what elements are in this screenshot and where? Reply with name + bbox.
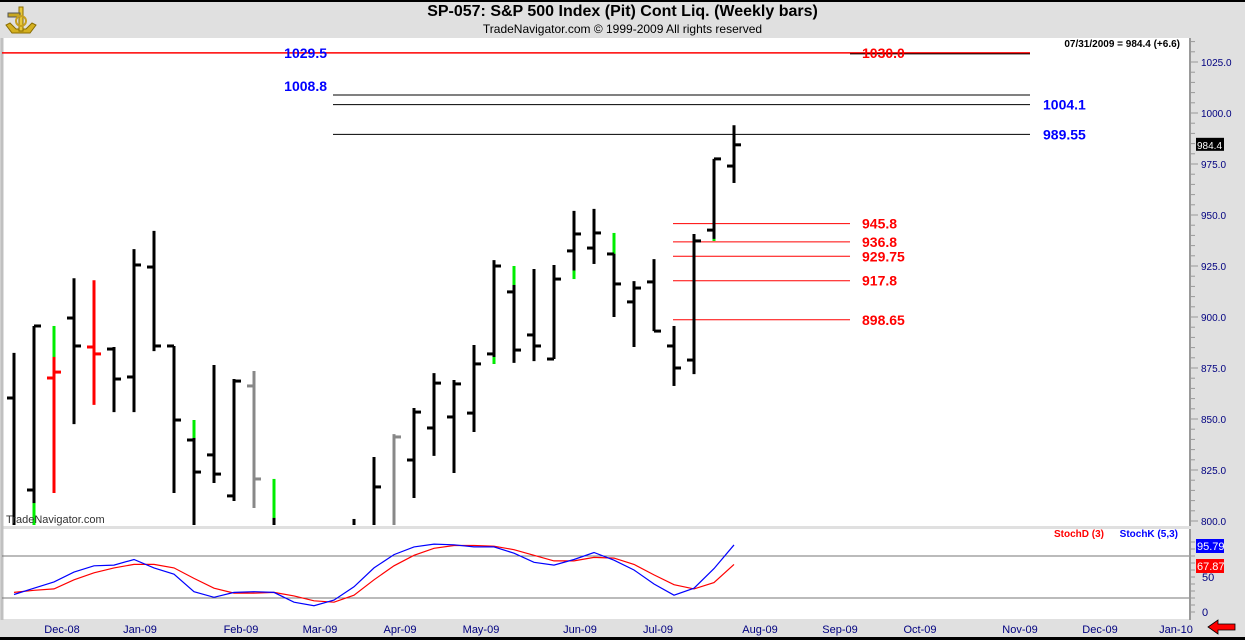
price-tick-label: 875.0 xyxy=(1201,364,1226,375)
price-tick-label: 900.0 xyxy=(1201,313,1226,324)
ohlc-bar xyxy=(247,371,261,508)
ohlc-bar xyxy=(547,264,561,361)
window-bottom-border xyxy=(0,637,1245,640)
stoch-last-value: 67.87 xyxy=(1197,561,1225,573)
stoch-tick-label: 50 xyxy=(1202,572,1214,584)
level-label: 929.75 xyxy=(862,248,905,264)
last-quote-label: 07/31/2009 = 984.4 (+6.6) xyxy=(1064,39,1180,50)
level-label: 1029.5 xyxy=(284,45,327,61)
price-tick-label: 1025.0 xyxy=(1201,58,1232,69)
ohlc-bar xyxy=(447,380,461,474)
ohlc-bar xyxy=(27,324,41,525)
date-label: Jan-09 xyxy=(123,624,157,636)
ohlc-bar xyxy=(427,373,441,456)
price-tick-label: 925.0 xyxy=(1201,262,1226,273)
date-label: Jan-10 xyxy=(1159,624,1193,636)
stoch-line-red xyxy=(13,544,735,603)
level-label: 945.8 xyxy=(862,216,897,232)
watermark-text: TradeNavigator.com xyxy=(6,514,105,526)
level-label: 1004.1 xyxy=(1043,97,1086,113)
date-label: Mar-09 xyxy=(303,624,338,636)
scroll-left-arrow-icon[interactable] xyxy=(1207,619,1236,635)
ohlc-bar xyxy=(127,249,141,413)
date-label: Dec-09 xyxy=(1082,624,1117,636)
ohlc-bar xyxy=(187,420,201,525)
ohlc-bar xyxy=(372,456,381,525)
date-label: Sep-09 xyxy=(822,624,857,636)
level-label: 936.8 xyxy=(862,234,897,250)
window-top-border xyxy=(0,0,1245,2)
level-label: 1008.8 xyxy=(284,78,327,94)
ohlc-bar xyxy=(487,260,501,364)
date-label: Jul-09 xyxy=(643,624,673,636)
stoch-last-value: 95.79 xyxy=(1197,541,1225,553)
level-label: 1030.0 xyxy=(862,45,905,61)
ohlc-bar xyxy=(227,379,241,502)
ohlc-bar xyxy=(707,157,721,241)
chart-subtitle: TradeNavigator.com © 1999-2009 All right… xyxy=(482,22,763,36)
ohlc-bar xyxy=(147,230,161,352)
stoch-legend-d: StochD (3) xyxy=(1054,529,1104,540)
date-label: Nov-09 xyxy=(1002,624,1037,636)
level-label: 989.55 xyxy=(1043,126,1086,142)
ohlc-bar xyxy=(87,280,101,405)
ohlc-bar xyxy=(567,210,581,280)
ohlc-bar xyxy=(407,407,421,498)
sextant-logo-icon xyxy=(5,6,37,34)
last-price-label: 984.4 xyxy=(1197,141,1222,152)
price-plot-area[interactable] xyxy=(2,38,1190,526)
price-tick-label: 800.0 xyxy=(1201,517,1226,528)
price-tick-label: 950.0 xyxy=(1201,211,1226,222)
ohlc-bar xyxy=(627,281,641,347)
date-label: May-09 xyxy=(463,624,500,636)
stoch-line-blue xyxy=(13,543,735,607)
level-label: 898.65 xyxy=(862,312,905,328)
ohlc-bar xyxy=(107,346,121,413)
ohlc-bar xyxy=(207,364,221,484)
stoch-last-value-box xyxy=(1196,559,1224,573)
ohlc-bar xyxy=(527,269,541,362)
stoch-plot-area[interactable] xyxy=(2,529,1190,619)
ohlc-bar xyxy=(392,434,401,525)
chart-title: SP-057: S&P 500 Index (Pit) Cont Liq. (W… xyxy=(427,3,818,20)
ohlc-bar xyxy=(667,325,681,386)
ohlc-bar xyxy=(647,259,661,333)
date-label: Apr-09 xyxy=(383,624,416,636)
date-label: Oct-09 xyxy=(903,624,936,636)
level-label: 917.8 xyxy=(862,273,897,289)
price-tick-label: 825.0 xyxy=(1201,466,1226,477)
ohlc-bar xyxy=(67,278,81,425)
stoch-last-value-box xyxy=(1196,539,1224,553)
stoch-tick-label: 0 xyxy=(1202,607,1208,619)
ohlc-bar xyxy=(467,344,481,433)
price-tick-label: 975.0 xyxy=(1201,160,1226,171)
ohlc-bar xyxy=(507,266,521,363)
date-label: Aug-09 xyxy=(742,624,777,636)
date-label: Jun-09 xyxy=(563,624,597,636)
ohlc-bar xyxy=(167,344,181,494)
stoch-legend-k: StochK (5,3) xyxy=(1120,529,1178,540)
ohlc-bar xyxy=(607,232,621,317)
price-tick-label: 1000.0 xyxy=(1201,109,1232,120)
ohlc-bar xyxy=(727,125,741,183)
price-tick-label: 850.0 xyxy=(1201,415,1226,426)
ohlc-bar xyxy=(47,325,61,494)
date-label: Dec-08 xyxy=(44,624,79,636)
ohlc-bar xyxy=(587,208,601,264)
last-price-marker xyxy=(1196,137,1224,151)
date-label: Feb-09 xyxy=(224,624,259,636)
ohlc-bar xyxy=(687,233,701,375)
ohlc-bar xyxy=(7,352,16,525)
